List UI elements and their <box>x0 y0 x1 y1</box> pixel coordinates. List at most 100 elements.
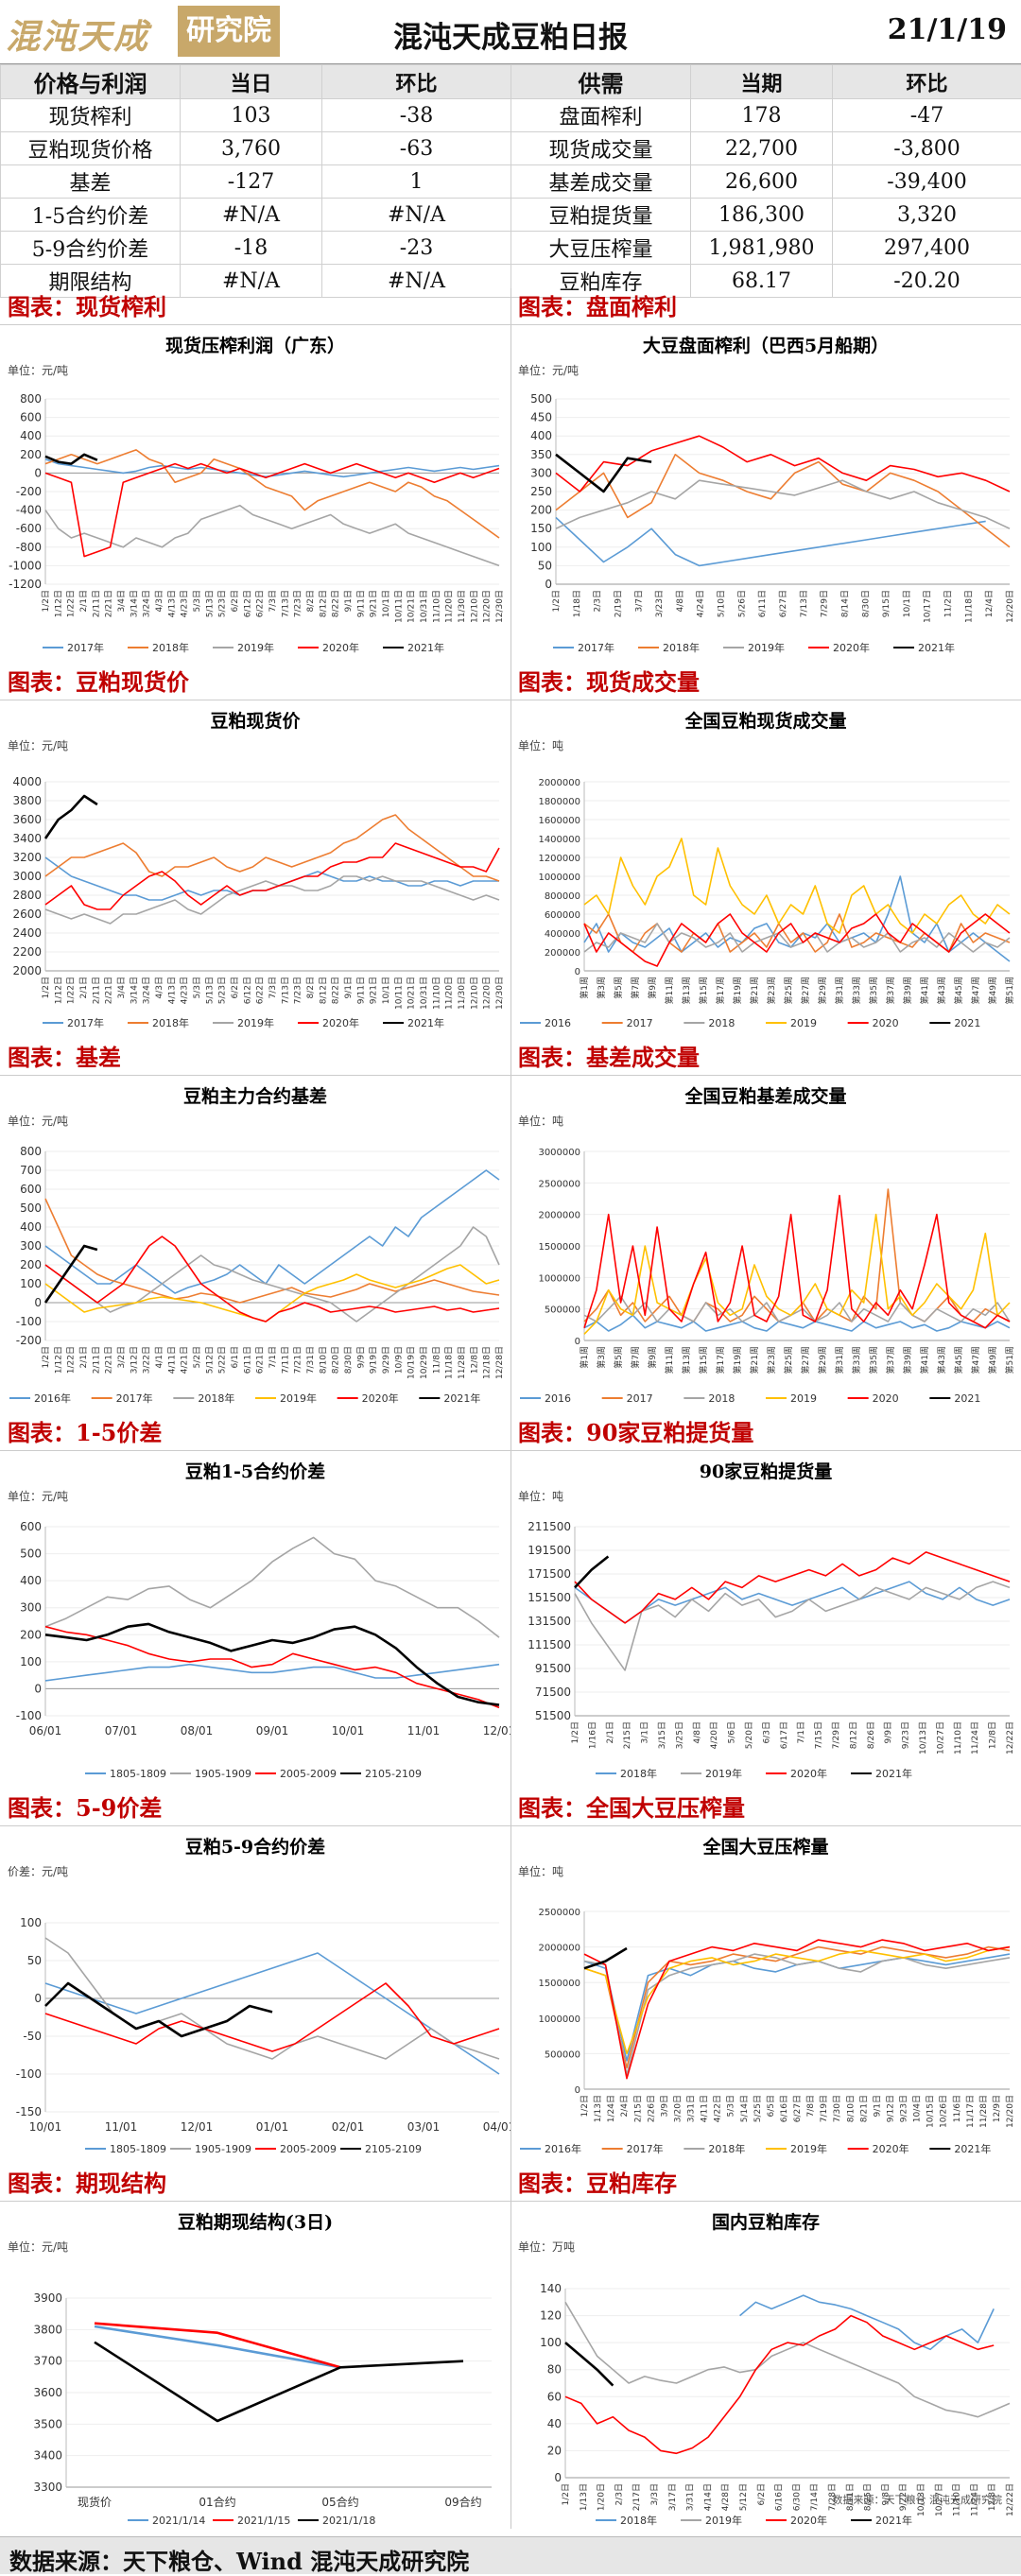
y-tick-label: 111500 <box>528 1638 571 1651</box>
x-tick-label: 2/1日 <box>78 977 89 999</box>
y-tick-label: 0 <box>34 1992 42 2005</box>
x-tick-label: 10/11日 <box>393 590 404 623</box>
y-tick-label: 300 <box>20 1601 42 1615</box>
chart-unit: 单位：元/吨 <box>8 738 68 752</box>
x-tick-label: 12/9日 <box>992 2095 1002 2122</box>
x-tick-label: 5/26日 <box>736 590 747 617</box>
x-tick-label: 1/2日 <box>561 2483 571 2506</box>
x-tick-label: 5/23日 <box>217 977 228 1004</box>
y-tick-label: 3300 <box>33 2481 62 2494</box>
row-value: 3,760 <box>181 132 322 165</box>
x-tick-label: 2/3日 <box>614 2483 624 2506</box>
series-line <box>45 815 499 881</box>
y-tick-label: 50 <box>27 1954 42 1967</box>
panel-title: 图表：豆粕库存 <box>518 2165 677 2201</box>
x-tick-label: 4/3日 <box>154 977 164 999</box>
x-tick-label: 8/26日 <box>866 1721 876 1749</box>
y-tick-label: 3000000 <box>538 1148 580 1158</box>
x-tick-label: 3/4日 <box>116 977 127 999</box>
series-line <box>575 1582 1010 1670</box>
y-tick-label: -1200 <box>9 578 42 591</box>
x-tick-label: 9/23日 <box>899 2095 909 2122</box>
legend-label: 1805-1809 <box>110 1768 166 1780</box>
x-tick-label: 01合约 <box>199 2495 235 2509</box>
row-value: #N/A <box>181 199 322 232</box>
y-tick-label: 3600 <box>12 813 42 826</box>
legend-label: 2019年 <box>237 641 274 654</box>
y-tick-label: 400 <box>20 1220 42 1234</box>
x-tick-label: 2/11日 <box>91 590 101 617</box>
x-tick-label: 11/17日 <box>965 2095 976 2128</box>
x-tick-label: 9/11日 <box>355 590 366 617</box>
legend-label: 2021年 <box>407 641 444 654</box>
legend-label: 2018 <box>708 1392 735 1405</box>
panel-title: 图表：现货成交量 <box>518 664 700 700</box>
x-tick-label: 8/2日 <box>305 590 316 613</box>
legend-label: 2016 <box>545 1017 571 1029</box>
x-tick-label: 6/12日 <box>242 977 252 1004</box>
x-tick-label: 9/21日 <box>369 977 379 1004</box>
y-tick-label: 50 <box>538 559 552 572</box>
x-tick-label: 12/10日 <box>469 977 479 1010</box>
x-tick-label: 6/16日 <box>774 2483 785 2511</box>
x-tick-label: 第41周 <box>919 977 930 1004</box>
x-tick-label: 第3周 <box>596 1346 607 1369</box>
x-tick-label: 11/8日 <box>431 1346 441 1374</box>
row-label: 基差成交量 <box>511 165 691 199</box>
y-tick-label: 1000000 <box>538 2014 580 2025</box>
row-label: 豆粕现货价格 <box>1 132 181 165</box>
x-tick-label: 3/14日 <box>129 590 139 617</box>
x-tick-label: 10/1日 <box>381 590 391 617</box>
x-tick-label: 7/29日 <box>831 1721 841 1749</box>
y-tick-label: 60 <box>547 2390 562 2403</box>
x-tick-label: 6/1日 <box>230 1346 240 1369</box>
y-tick-label: 191500 <box>528 1544 571 1557</box>
y-tick-label: 200000 <box>545 948 580 959</box>
report-date: 21/1/19 <box>832 13 1007 51</box>
x-tick-label: 10/9日 <box>393 1346 404 1374</box>
x-tick-label: 5/3日 <box>192 590 202 613</box>
x-tick-label: 2/15日 <box>632 2095 643 2122</box>
x-tick-label: 第21周 <box>749 977 760 1004</box>
chart-svg: 现货压榨利润（广东）单位：元/吨8006004002000-200-400-60… <box>0 325 510 665</box>
x-tick-label: 11/10日 <box>431 977 441 1010</box>
x-tick-label: 7/3日 <box>268 590 278 613</box>
chart-title: 现货压榨利润（广东） <box>165 335 345 356</box>
series-line <box>584 1215 1010 1335</box>
x-tick-label: 09/01 <box>256 1724 289 1738</box>
row-value: 103 <box>181 99 322 132</box>
y-tick-label: 0 <box>575 1337 580 1347</box>
chart-svg: 大豆盘面榨利（巴西5月船期）单位：元/吨50045040035030025020… <box>510 325 1021 665</box>
footer: 数据来源：天下粮仓、Wind 混沌天成研究院 <box>0 2536 1021 2574</box>
chart-unit: 单位：元/吨 <box>518 363 579 377</box>
x-tick-label: 第21周 <box>749 1346 760 1374</box>
series-line <box>45 506 499 566</box>
x-tick-label: 4/21日 <box>180 1346 190 1374</box>
x-tick-label: 4/13日 <box>166 590 177 617</box>
chart-unit: 单位：吨 <box>518 1489 563 1503</box>
y-tick-label: 2000000 <box>538 1944 580 1954</box>
legend-label: 2020年 <box>790 1767 827 1780</box>
x-tick-label: 3/4日 <box>116 590 127 613</box>
legend-label: 2021年 <box>918 641 955 654</box>
chart-title: 豆粕5-9合约价差 <box>185 1836 325 1858</box>
legend-label: 2019 <box>790 1392 817 1405</box>
y-tick-label: 20 <box>547 2444 562 2457</box>
x-tick-label: 8/2日 <box>305 977 316 999</box>
x-tick-label: 10/19日 <box>407 1346 417 1379</box>
x-tick-label: 11/6日 <box>952 2095 962 2122</box>
x-tick-label: 第11周 <box>664 977 675 1004</box>
row-value: 178 <box>691 99 833 132</box>
x-tick-label: 10/1日 <box>902 590 912 617</box>
x-tick-label: 9/19日 <box>369 1346 379 1374</box>
y-tick-label: -200 <box>16 485 42 498</box>
row-value: -38 <box>322 99 511 132</box>
y-tick-label: 1000000 <box>538 873 580 883</box>
y-tick-label: 140 <box>540 2282 562 2295</box>
